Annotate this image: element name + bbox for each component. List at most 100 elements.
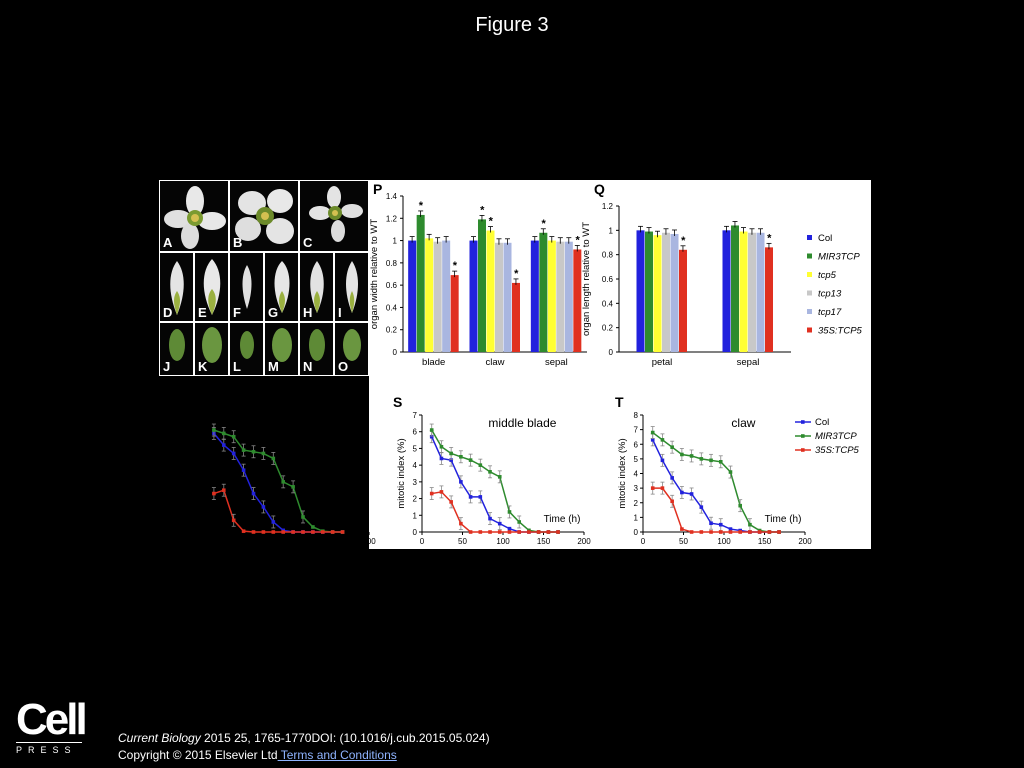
data-point xyxy=(449,500,453,504)
data-point xyxy=(670,445,674,449)
sepal-image xyxy=(169,329,185,361)
x-axis-label: Time (h) xyxy=(765,514,802,525)
flower-image xyxy=(164,186,226,249)
bar xyxy=(679,249,687,352)
y-tick-label: 5 xyxy=(195,444,200,453)
chart-title: middle blade xyxy=(488,416,556,430)
y-tick-label: 5 xyxy=(634,455,639,464)
data-point xyxy=(689,454,694,458)
data-point xyxy=(650,438,655,442)
panel-label-s: S xyxy=(393,394,402,410)
data-point xyxy=(738,530,742,534)
panel-label-h: H xyxy=(303,305,313,320)
y-tick-label: 0 xyxy=(413,528,418,537)
photo-panels: A B C D E F xyxy=(159,180,369,549)
data-point xyxy=(660,486,665,490)
sepal-image xyxy=(309,329,325,361)
data-point xyxy=(271,456,276,461)
photo-panel-e: E xyxy=(194,252,229,322)
legend-label: 35S:TCP5 xyxy=(818,326,863,337)
x-category-label: sepal xyxy=(545,357,568,368)
x-tick-label: 150 xyxy=(758,537,772,546)
data-point xyxy=(449,451,453,456)
data-point xyxy=(536,530,541,534)
y-tick-label: 0 xyxy=(609,348,614,357)
y-tick-label: 1 xyxy=(195,511,200,520)
logo-press: PRESS xyxy=(16,742,82,755)
legend-label: MIR3TCP xyxy=(815,431,857,442)
data-point xyxy=(251,449,256,454)
panel-label-n: N xyxy=(303,359,313,374)
data-point xyxy=(488,516,492,521)
x-tick-label: 50 xyxy=(679,537,688,546)
figure-3: A B C D E F xyxy=(159,180,871,549)
data-point xyxy=(261,530,266,534)
bar xyxy=(530,240,539,352)
y-tick-label: 1.2 xyxy=(386,214,398,223)
series-line xyxy=(431,491,559,533)
data-point xyxy=(488,530,492,534)
panel-label-d: D xyxy=(163,305,173,320)
data-point xyxy=(271,520,276,524)
citation-details: 2015 25, 1765-1770DOI: (10.1016/j.cub.20… xyxy=(200,731,490,745)
panel-label-t: T xyxy=(615,394,624,410)
legend-label: tcp17 xyxy=(818,307,842,318)
data-point xyxy=(261,505,266,509)
terms-link[interactable]: Terms and Conditions xyxy=(277,748,397,762)
y-tick-label: 6 xyxy=(413,428,418,437)
bar xyxy=(512,282,520,352)
y-tick-label: 3 xyxy=(195,478,200,487)
legend-marker xyxy=(807,290,812,296)
panel-label-c: C xyxy=(303,235,313,250)
flower-image xyxy=(235,189,294,244)
data-point xyxy=(429,434,434,439)
data-point xyxy=(699,530,704,534)
x-axis-label: Time (h) xyxy=(329,514,366,525)
bar xyxy=(433,241,442,352)
data-point xyxy=(459,521,463,526)
legend-label: tcp13 xyxy=(818,289,842,300)
copyright: Copyright © 2015 Elsevier Ltd Terms and … xyxy=(118,748,397,762)
data-point xyxy=(497,530,502,534)
data-point xyxy=(777,530,781,534)
data-point xyxy=(660,438,665,442)
data-point xyxy=(439,490,444,494)
data-point xyxy=(478,530,483,534)
data-point xyxy=(728,527,733,531)
series-line xyxy=(431,436,559,533)
y-tick-label: 7 xyxy=(195,411,200,420)
y-axis-label: mitotic index (%) xyxy=(396,438,407,508)
y-tick-label: 0 xyxy=(393,348,398,357)
flower-image xyxy=(309,186,363,242)
panel-label-j: J xyxy=(163,359,171,374)
series-line xyxy=(652,439,780,533)
y-tick-label: 0 xyxy=(634,528,639,537)
y-tick-label: 2 xyxy=(195,495,200,504)
data-point xyxy=(556,530,560,534)
series-line xyxy=(652,487,780,533)
legend-label: MIR3TCP xyxy=(818,252,860,263)
bar xyxy=(636,230,645,352)
data-point xyxy=(689,530,694,534)
data-point xyxy=(231,518,236,523)
copyright-text: Copyright © 2015 Elsevier Ltd xyxy=(118,748,278,762)
y-tick-label: 4 xyxy=(195,461,200,470)
legend-marker xyxy=(807,235,812,240)
bar xyxy=(416,214,425,352)
data-point xyxy=(429,491,434,496)
photo-panel-d: D xyxy=(159,252,194,322)
bar xyxy=(478,219,486,352)
data-point xyxy=(517,520,521,524)
petal-image xyxy=(346,261,358,313)
data-point xyxy=(468,495,473,499)
y-tick-label: 0.4 xyxy=(602,299,614,308)
y-tick-label: 1 xyxy=(634,513,639,522)
petal-image xyxy=(242,265,252,309)
bar xyxy=(756,232,765,352)
panel-label-q: Q xyxy=(594,181,605,197)
petal-image xyxy=(274,261,290,313)
data-point xyxy=(699,505,704,509)
data-point xyxy=(728,470,733,474)
data-point xyxy=(212,428,216,432)
citation: Current Biology 2015 25, 1765-1770DOI: (… xyxy=(118,731,490,745)
